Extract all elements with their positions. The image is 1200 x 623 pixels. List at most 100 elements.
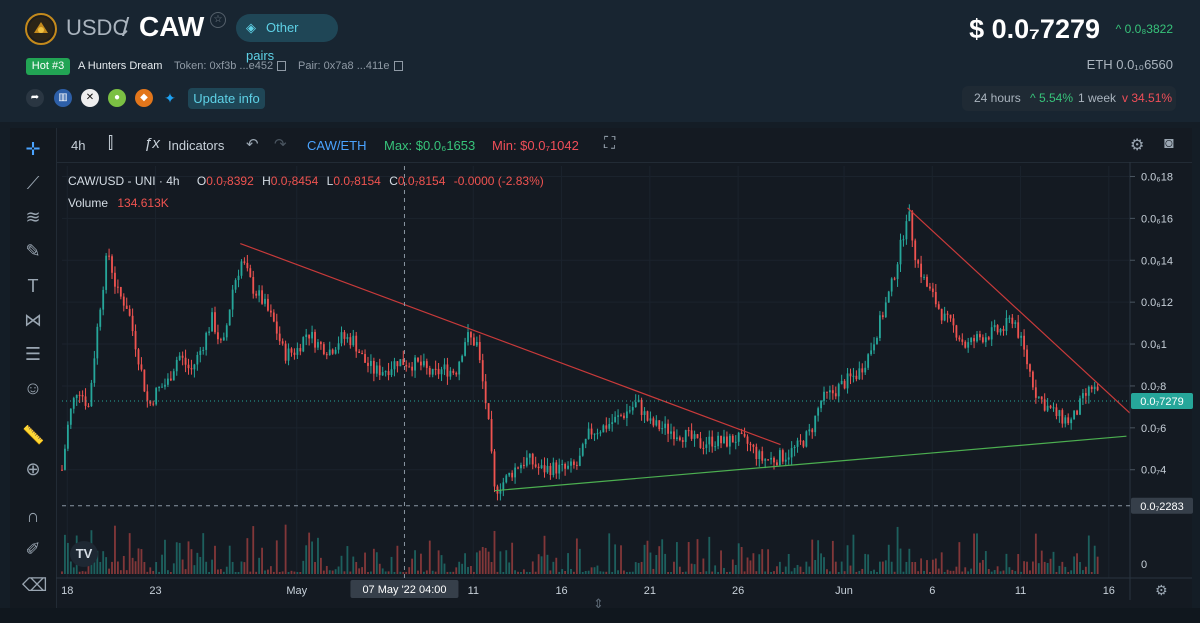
time-tick-label: Jun xyxy=(835,585,853,597)
candle-body xyxy=(431,368,434,375)
zoom-icon[interactable]: ⊕ xyxy=(25,459,41,479)
candle-body xyxy=(470,332,472,338)
twitter-icon[interactable]: ✦ xyxy=(164,90,176,106)
magnet-icon[interactable]: ∩ xyxy=(26,506,40,526)
trendline-icon[interactable]: ⟋ xyxy=(26,173,40,193)
candle-body xyxy=(990,327,993,340)
lock-pencil-icon[interactable]: ✐ xyxy=(25,539,41,559)
pattern-icon[interactable]: ⋈ xyxy=(24,310,42,330)
resize-handle-icon[interactable]: ⇕ xyxy=(593,596,604,611)
candle-body xyxy=(387,371,390,376)
candle-body xyxy=(211,312,213,332)
candle-type-icon[interactable]: ⫿ xyxy=(108,135,114,152)
tradingview-logo[interactable]: TV xyxy=(70,541,98,567)
candle-body xyxy=(573,461,575,465)
volume-bar xyxy=(461,563,464,574)
legend-low: 0.0₇8154 xyxy=(333,174,381,188)
candle-body xyxy=(193,364,196,370)
volume-bar xyxy=(72,567,75,574)
candle-body xyxy=(478,342,481,361)
time-tick-label: 16 xyxy=(555,585,567,597)
time-tick-label: 18 xyxy=(61,585,73,597)
volume-bar xyxy=(119,570,122,574)
volume-bar xyxy=(690,563,693,574)
crosshair-icon[interactable]: ✛ xyxy=(25,139,41,159)
candle-body xyxy=(384,371,387,373)
measure-icon[interactable]: ☰ xyxy=(24,344,42,364)
volume-bar xyxy=(631,571,634,574)
volume-bar xyxy=(855,571,858,574)
candle-body xyxy=(355,335,358,352)
copy-token-icon[interactable] xyxy=(277,61,287,72)
volume-bar xyxy=(867,554,870,574)
volume-bar xyxy=(219,569,222,574)
volume-bar xyxy=(234,571,237,574)
candle-body xyxy=(902,239,905,241)
fullscreen-icon[interactable]: ⛶ xyxy=(604,135,616,152)
candle-body xyxy=(787,457,790,460)
volume-bar xyxy=(96,550,99,574)
candle-body xyxy=(855,375,858,380)
last-price-label: 0.0₇7279 xyxy=(1140,396,1184,408)
volume-bar xyxy=(481,547,484,574)
other-pairs-button[interactable]: ◈ Other pairs xyxy=(236,14,338,63)
volume-bar xyxy=(381,568,384,574)
hot-rank-badge[interactable]: Hot #3 xyxy=(26,58,70,75)
candle-body xyxy=(914,240,917,261)
pair-toggle[interactable]: CAW/ETH xyxy=(307,138,367,153)
volume-bar xyxy=(84,571,87,574)
volume-bar xyxy=(128,533,131,574)
volume-bar xyxy=(817,540,820,574)
share-icon[interactable]: ➦ xyxy=(26,89,44,107)
dextools-icon[interactable]: ▥ xyxy=(54,89,72,107)
candle-body xyxy=(867,354,870,368)
favorite-star-icon[interactable]: ☆ xyxy=(210,12,226,28)
copy-pair-icon[interactable] xyxy=(393,61,403,72)
coingecko-icon[interactable]: ● xyxy=(108,89,126,107)
settings-gear-icon[interactable]: ⚙ xyxy=(1130,137,1145,154)
candle-body xyxy=(146,391,149,401)
ruler-icon[interactable]: 📏 xyxy=(22,425,45,445)
volume-bar xyxy=(1049,558,1052,574)
candle-body xyxy=(858,368,861,380)
volume-bar xyxy=(852,534,855,574)
trash-icon[interactable]: ⌫ xyxy=(22,575,48,595)
exchange-icon[interactable]: ✕ xyxy=(81,89,99,107)
indicators-icon[interactable]: ƒx xyxy=(144,135,160,152)
smiley-icon[interactable]: ☺ xyxy=(23,378,43,398)
interval-selector[interactable]: 4h xyxy=(71,138,86,153)
volume-bar xyxy=(870,571,873,574)
volume-bar xyxy=(393,571,396,574)
volume-bar xyxy=(893,571,896,574)
volume-bar xyxy=(561,569,564,574)
time-settings-gear-icon[interactable]: ⚙ xyxy=(1155,582,1168,598)
volume-bar xyxy=(193,565,196,574)
candle-body xyxy=(720,435,722,444)
candle-body xyxy=(1023,335,1025,350)
volume-bar xyxy=(343,571,346,574)
volume-bar xyxy=(196,552,199,574)
redo-icon[interactable]: ↷ xyxy=(274,136,287,153)
brush-icon[interactable]: ✎ xyxy=(25,241,41,261)
fib-icon[interactable]: ≋ xyxy=(25,207,41,227)
undo-icon[interactable]: ↶ xyxy=(246,136,259,153)
candle-body xyxy=(308,334,311,339)
candle-body xyxy=(584,438,587,445)
token-symbol: CAW xyxy=(139,11,205,42)
candle-body xyxy=(378,365,381,376)
candle-body xyxy=(81,394,84,397)
candle-body xyxy=(252,277,255,294)
candle-body xyxy=(984,337,987,343)
text-icon[interactable]: T xyxy=(27,276,39,296)
volume-bar xyxy=(746,557,749,574)
candle-body xyxy=(979,334,981,338)
candle-body xyxy=(828,390,831,393)
screenshot-camera-icon[interactable]: ◙ xyxy=(1164,135,1174,152)
update-info-button[interactable]: Update info xyxy=(188,88,265,109)
candle-body xyxy=(296,348,299,355)
indicators-button[interactable]: Indicators xyxy=(168,138,225,153)
metamask-icon[interactable]: ◆ xyxy=(135,89,153,107)
volume-bar xyxy=(243,562,246,574)
candle-body xyxy=(96,326,99,359)
